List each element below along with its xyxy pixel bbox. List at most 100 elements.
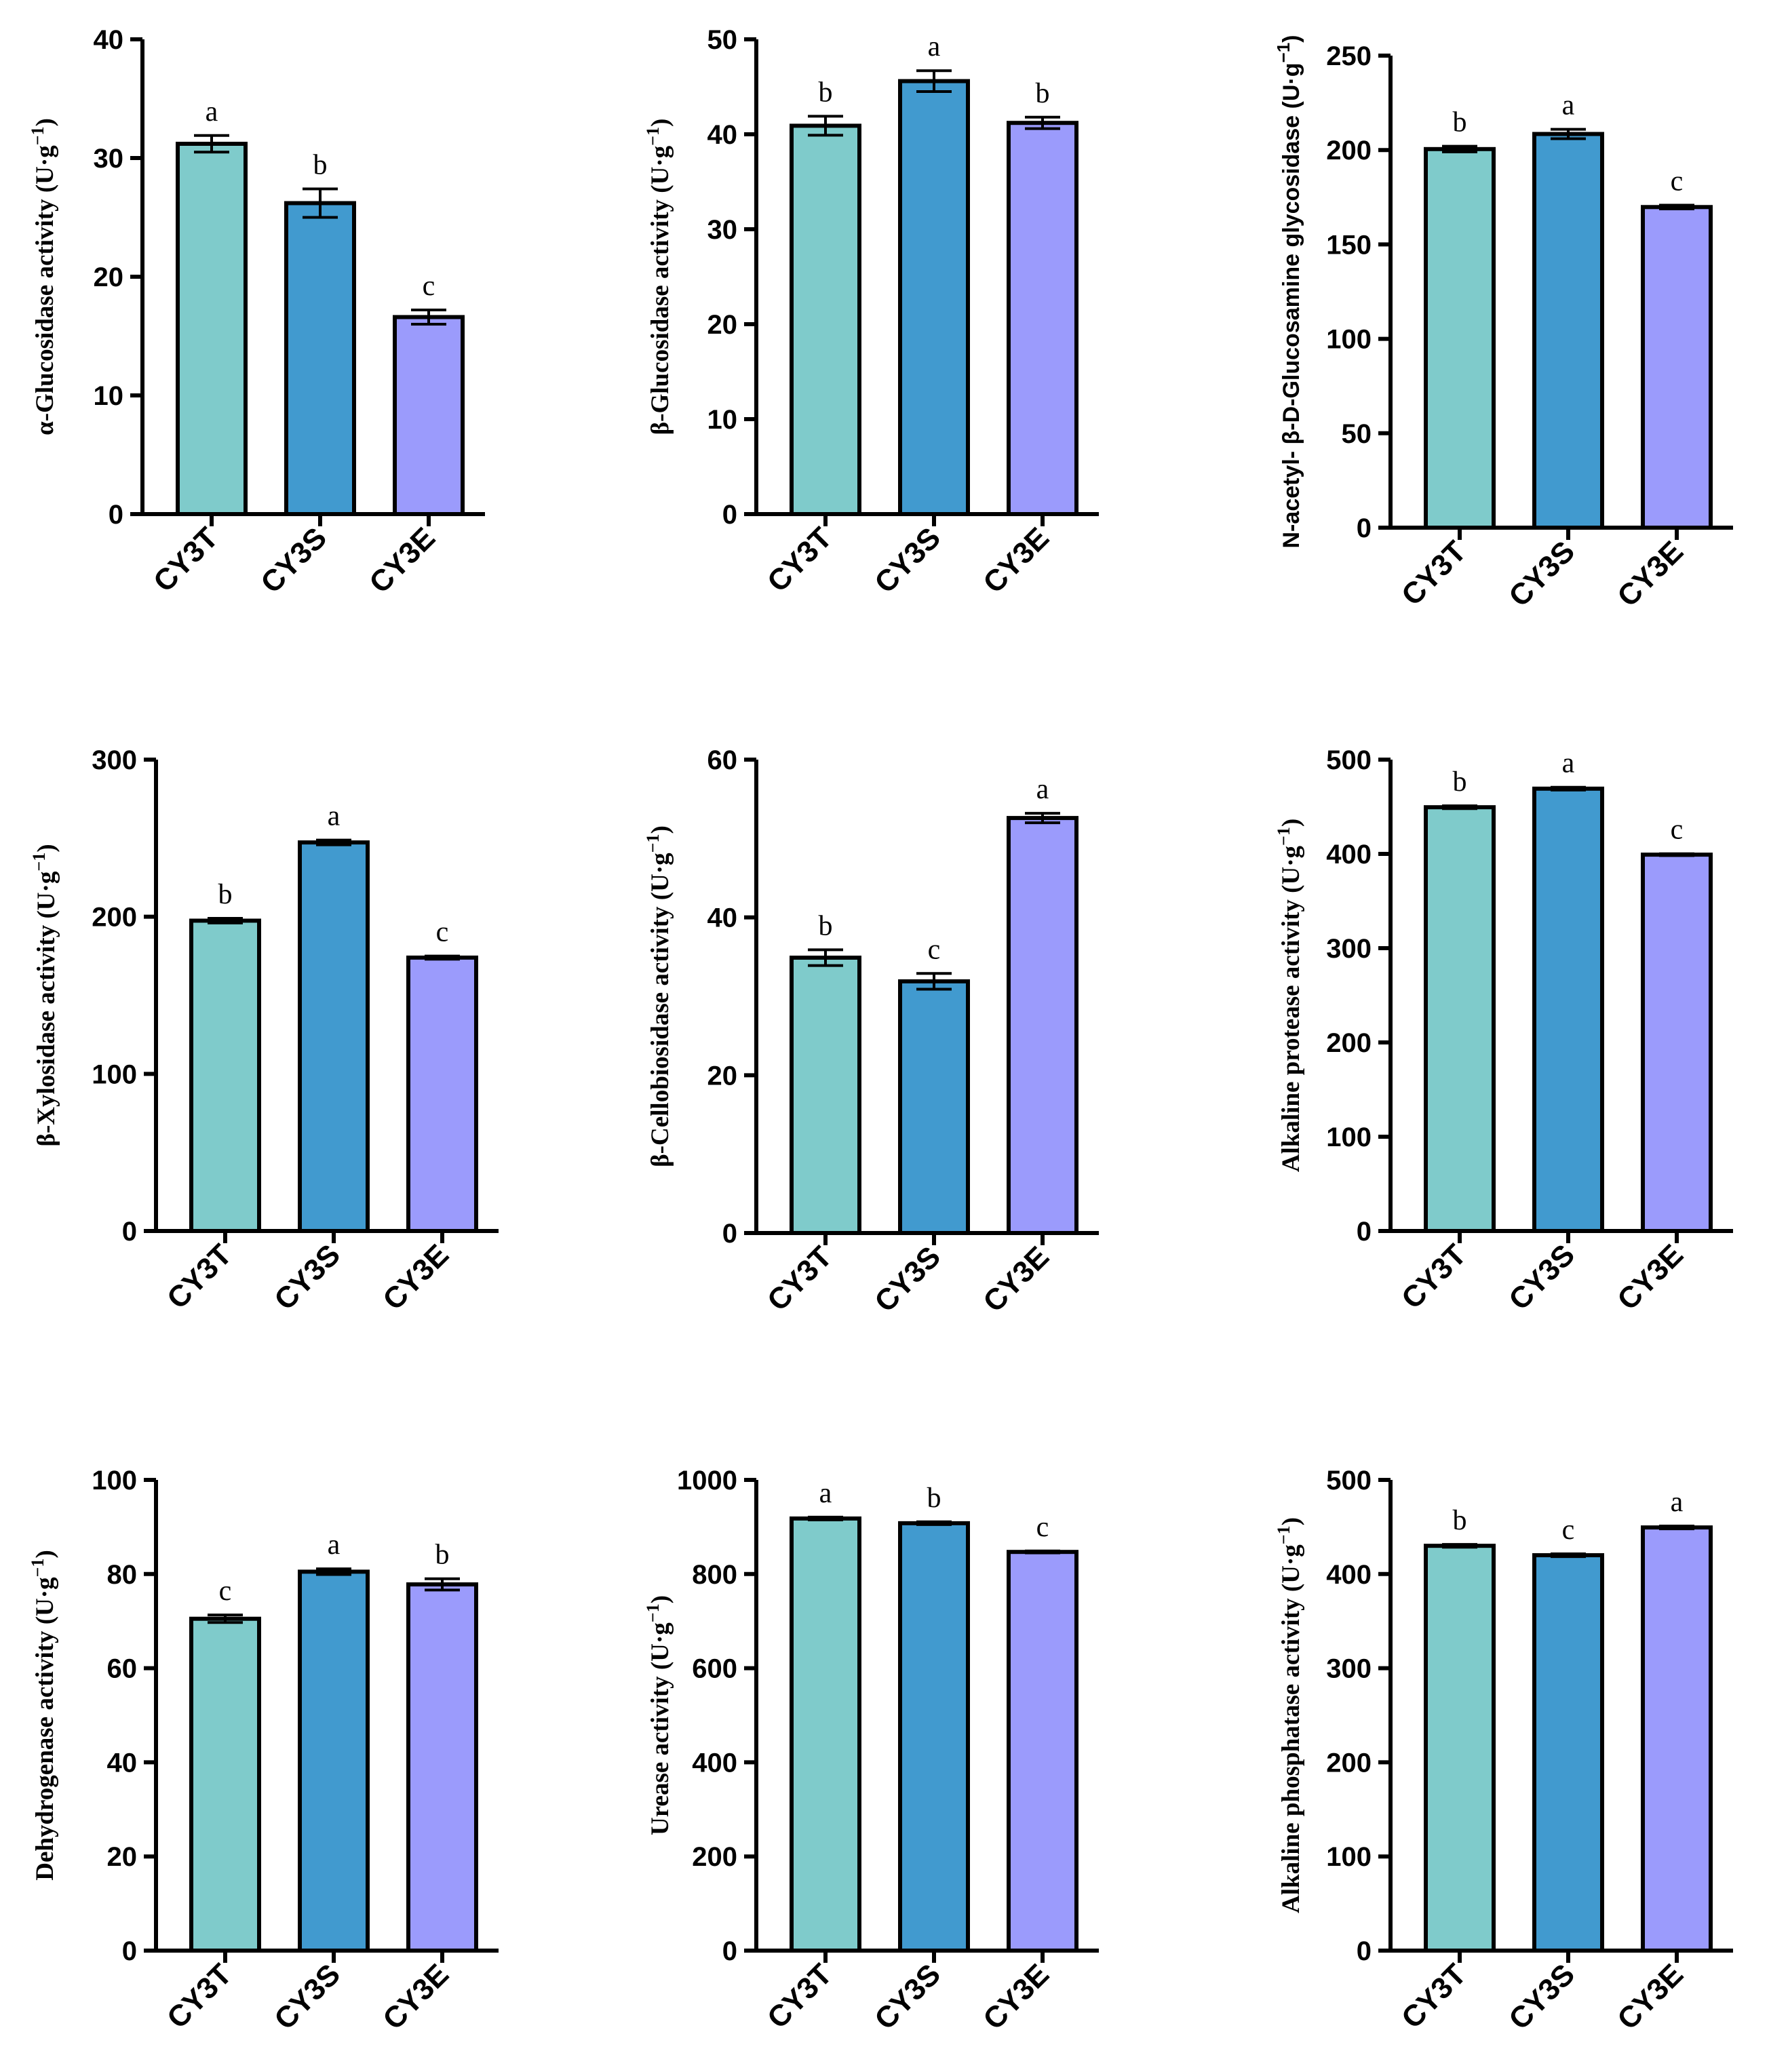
x-tick-label: CY3E [977, 1240, 1055, 1318]
y-tick-label: 0 [1357, 1936, 1372, 1966]
y-tick-label: 40 [707, 903, 738, 933]
error-bar [194, 134, 229, 154]
significance-letter: c [1671, 165, 1684, 197]
y-tick-label: 400 [1326, 1560, 1372, 1590]
bar-cy3s [298, 840, 370, 1234]
y-axis-title: α-Glucosidase activity (U·g−1) [28, 118, 59, 435]
x-tick-label: CY3E [1611, 1238, 1690, 1316]
y-tick-label: 100 [1326, 1842, 1372, 1872]
bar-cy3s [1532, 786, 1604, 1233]
bar-cy3s [1532, 1553, 1604, 1953]
y-tick-label: 1000 [677, 1466, 737, 1496]
bar-cy3s [898, 79, 970, 517]
error-bar [1442, 804, 1477, 810]
error-bar [303, 187, 338, 219]
significance-letter: c [1671, 815, 1684, 846]
significance-letter: b [819, 77, 833, 108]
y-tick-label: 100 [1326, 325, 1372, 355]
x-tick-label: CY3E [363, 521, 442, 600]
chart-panel-1: a b c 0 10 20 30 40 CY3T CY3S CY3E α-Glucosidase ac… [28, 25, 485, 600]
chart-panel-4: b a c 0 100 200 300 CY3T CY3S CY3E β-Xylosidase ac… [29, 745, 499, 1316]
x-tick-label: CY3S [268, 1957, 347, 2036]
chart-panel-7: c a b 0 20 40 60 80 100 CY3T CY3S CY3E Dehydrogenase… [28, 1466, 499, 2036]
significance-letter: a [1562, 748, 1575, 779]
y-tick-label: 250 [1326, 41, 1372, 71]
y-tick-label: 0 [1357, 513, 1372, 543]
error-bar [916, 1520, 952, 1526]
y-axis-title: N-acetyl- β-D-Glucosamine glycosidase (U… [1273, 35, 1304, 548]
x-tick-label: CY3T [1395, 534, 1473, 612]
chart-panel-6: b a c 0 100 200 300 400 500 CY3T CY3S CY3E Alkaline … [1274, 745, 1733, 1316]
y-tick-label: 40 [707, 120, 738, 150]
x-tick-label: CY3T [761, 1957, 838, 2035]
error-bar [411, 309, 446, 326]
error-bar [1442, 144, 1477, 153]
error-bar [316, 1567, 351, 1576]
error-bar [808, 948, 843, 967]
y-tick-label: 150 [1326, 230, 1372, 260]
x-tick-label: CY3E [376, 1957, 455, 2036]
x-tick-label: CY3S [868, 1957, 947, 2036]
x-tick-label: CY3T [761, 521, 838, 598]
significance-letter: a [206, 96, 218, 128]
error-bar [1659, 852, 1694, 857]
y-tick-label: 40 [94, 25, 124, 55]
bar-cy3e [1007, 816, 1078, 1235]
significance-letter: a [1036, 774, 1049, 805]
y-tick-label: 100 [1326, 1122, 1372, 1152]
y-axis-title: Alkaline protease activity (U·g−1) [1274, 819, 1305, 1172]
y-tick-label: 300 [1326, 934, 1372, 964]
x-tick-label: CY3S [268, 1238, 347, 1316]
x-tick-label: CY3T [1395, 1957, 1473, 2035]
significance-letter: c [219, 1576, 232, 1607]
bar-cy3t [1424, 146, 1496, 530]
y-tick-label: 20 [707, 1061, 738, 1091]
significance-letter: b [313, 150, 328, 181]
significance-letter: c [1562, 1514, 1575, 1546]
significance-letter: c [423, 271, 435, 302]
error-bar [425, 1577, 460, 1592]
chart-panel-5: b c a 0 20 40 60 CY3T CY3S CY3E β-Cellobiosidase a… [643, 745, 1099, 1318]
y-tick-label: 60 [107, 1654, 138, 1684]
error-bar [1025, 1549, 1060, 1555]
y-tick-label: 800 [692, 1560, 737, 1590]
significance-letter: b [435, 1540, 450, 1571]
y-tick-label: 0 [722, 1936, 737, 1966]
x-tick-label: CY3E [376, 1238, 455, 1316]
y-tick-label: 400 [692, 1748, 737, 1778]
error-bar [916, 972, 952, 991]
error-bar [1442, 1543, 1477, 1549]
significance-letter: c [436, 917, 449, 948]
x-tick-label: CY3T [1395, 1238, 1473, 1315]
bar-cy3e [1007, 121, 1078, 516]
y-tick-label: 500 [1326, 1466, 1372, 1496]
x-tick-label: CY3S [254, 521, 333, 600]
y-axis-title: Dehydrogenase activity (U·g−1) [28, 1550, 59, 1881]
error-bar [1659, 1525, 1694, 1531]
bar-cy3s [1532, 132, 1604, 530]
y-tick-label: 20 [94, 262, 124, 292]
error-bar [808, 115, 843, 137]
significance-letter: b [1453, 107, 1467, 138]
y-tick-label: 60 [707, 745, 738, 775]
y-tick-label: 10 [94, 381, 124, 411]
error-bar [208, 1614, 243, 1624]
bar-cy3t [189, 918, 261, 1234]
error-bar [1659, 203, 1694, 211]
bar-cy3t [790, 123, 861, 516]
y-tick-label: 80 [107, 1560, 138, 1590]
x-tick-label: CY3T [761, 1240, 838, 1317]
y-axis-title: Urease activity (U·g−1) [643, 1595, 674, 1835]
error-bar [1551, 128, 1586, 140]
bar-cy3e [406, 1582, 478, 1953]
y-axis-title: β-Xylosidase activity (U·g−1) [29, 844, 60, 1146]
significance-letter: a [328, 801, 341, 832]
y-tick-label: 200 [1326, 1748, 1372, 1778]
bar-cy3e [1641, 1525, 1713, 1953]
y-tick-label: 300 [92, 745, 137, 775]
y-tick-label: 200 [1326, 1028, 1372, 1058]
error-bar [1025, 115, 1060, 130]
y-tick-label: 100 [92, 1059, 137, 1089]
x-tick-label: CY3E [1611, 534, 1690, 613]
y-tick-label: 0 [122, 1217, 137, 1247]
